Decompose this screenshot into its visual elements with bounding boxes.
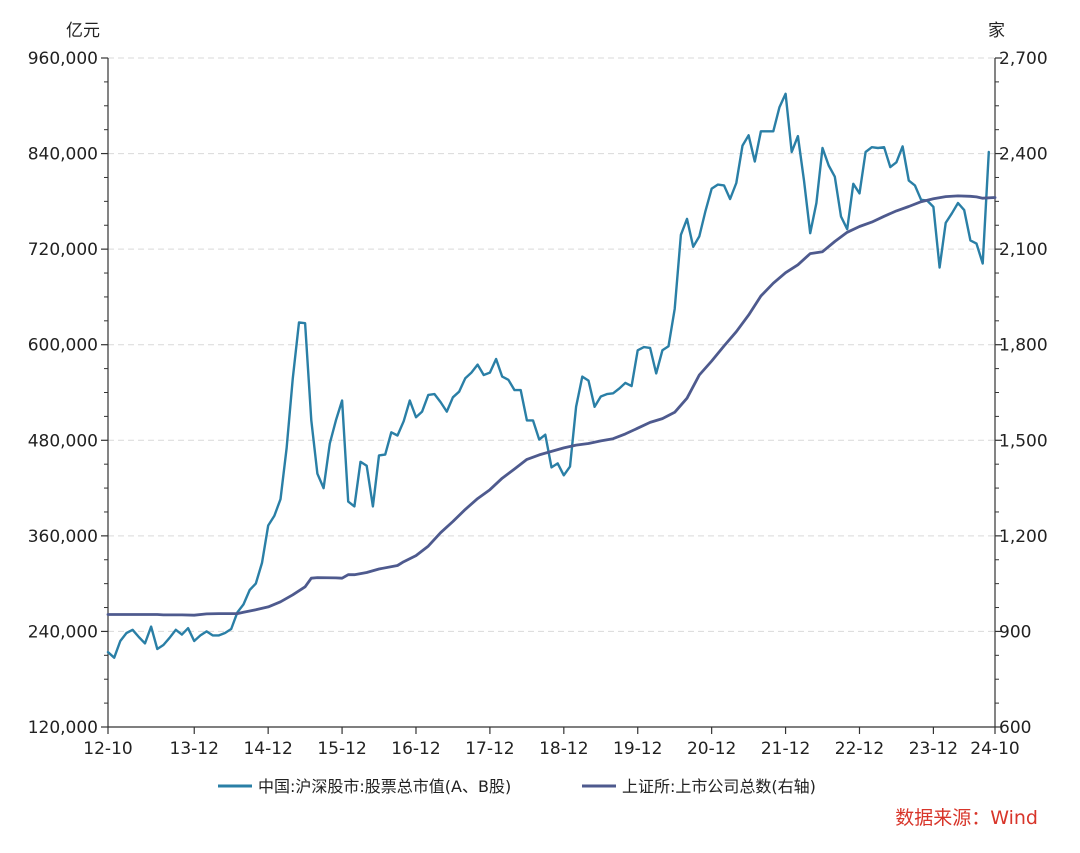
legend-label-market-cap[interactable]: 中国:沪深股市:股票总市值(A、B股) xyxy=(258,777,511,796)
left-axis-tick-label: 840,000 xyxy=(28,145,98,165)
axes xyxy=(107,58,996,728)
right-axis-tick-label: 1,500 xyxy=(999,431,1048,451)
x-axis-tick-label: 24-10 xyxy=(970,739,1019,759)
left-axis-tick-label: 960,000 xyxy=(28,49,98,69)
right-axis-tick-label: 2,400 xyxy=(999,145,1048,165)
gridlines xyxy=(108,57,995,632)
axis-ticks: 120,000 240,000 360,000 480,000 600,000 720,0… xyxy=(28,49,1048,759)
series-line-market-cap xyxy=(106,92,990,659)
legend[interactable]: 中国:沪深股市:股票总市值(A、B股) 上证所:上市公司总数(右轴) xyxy=(218,777,816,796)
x-axis-tick-label: 16-12 xyxy=(391,739,440,759)
left-axis-tick-label: 120,000 xyxy=(28,718,98,738)
x-axis-tick-label: 23-12 xyxy=(909,739,958,759)
right-axis-tick-label: 900 xyxy=(999,622,1031,642)
x-axis-tick-label: 12-10 xyxy=(83,739,132,759)
x-axis-tick-label: 14-12 xyxy=(243,739,292,759)
x-axis-tick-label: 22-12 xyxy=(835,739,884,759)
x-axis-tick-label: 15-12 xyxy=(317,739,366,759)
right-axis-tick-label: 1,800 xyxy=(999,336,1048,356)
right-axis-tick-label: 600 xyxy=(999,718,1031,738)
left-axis-tick-label: 240,000 xyxy=(28,622,98,642)
left-axis-tick-label: 720,000 xyxy=(28,240,98,260)
series-lines xyxy=(106,92,997,659)
x-axis-tick-label: 20-12 xyxy=(687,739,736,759)
right-axis-tick-label: 1,200 xyxy=(999,527,1048,547)
series-line-listed-companies xyxy=(106,194,997,617)
x-axis-tick-label: 19-12 xyxy=(613,739,662,759)
left-axis-tick-label: 360,000 xyxy=(28,527,98,547)
left-axis-tick-label: 600,000 xyxy=(28,336,98,356)
x-axis-tick-label: 21-12 xyxy=(761,739,810,759)
x-axis-tick-label: 18-12 xyxy=(539,739,588,759)
right-axis-tick-label: 2,100 xyxy=(999,240,1048,260)
x-axis-tick-label: 13-12 xyxy=(170,739,219,759)
data-source-note: 数据来源：Wind xyxy=(895,807,1038,829)
right-axis-tick-label: 2,700 xyxy=(999,49,1048,69)
left-axis-tick-label: 480,000 xyxy=(28,431,98,451)
legend-label-listed-companies[interactable]: 上证所:上市公司总数(右轴) xyxy=(622,777,816,796)
x-axis-tick-label: 17-12 xyxy=(465,739,514,759)
right-axis-unit-label: 家 xyxy=(988,21,1005,41)
left-axis-unit-label: 亿元 xyxy=(66,21,100,41)
